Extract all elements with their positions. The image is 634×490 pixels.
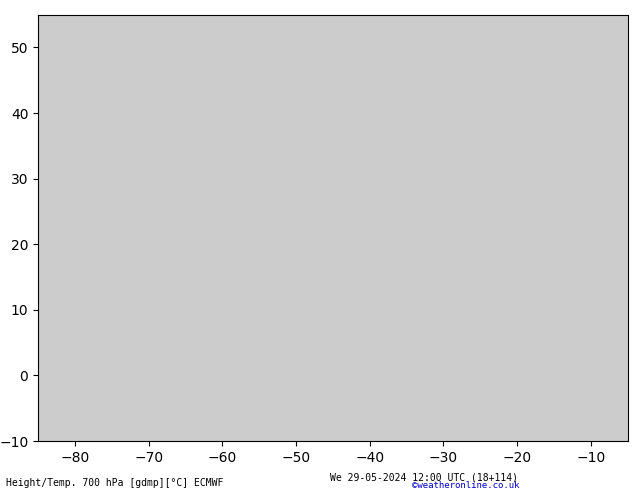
Text: We 29-05-2024 12:00 UTC (18+114): We 29-05-2024 12:00 UTC (18+114) [330, 473, 518, 483]
Text: ©weatheronline.co.uk: ©weatheronline.co.uk [412, 481, 520, 490]
Text: Height/Temp. 700 hPa [gdmp][°C] ECMWF: Height/Temp. 700 hPa [gdmp][°C] ECMWF [6, 478, 224, 488]
